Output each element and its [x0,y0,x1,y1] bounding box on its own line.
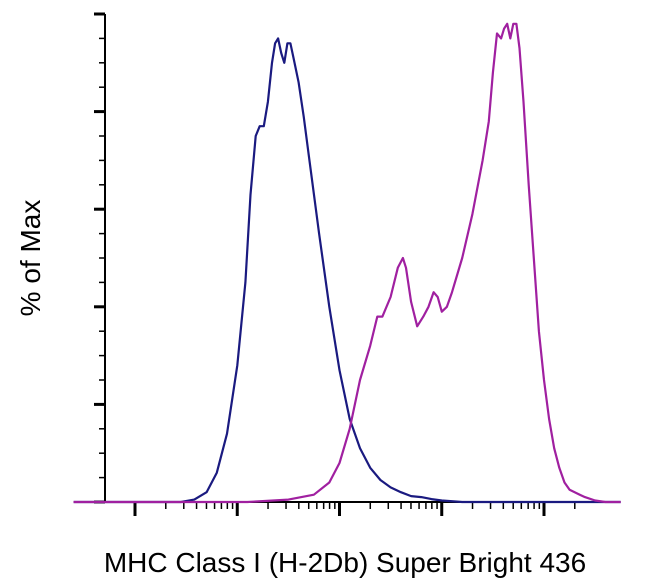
series-line-2 [73,22,621,504]
plot-area [73,12,621,516]
y-axis-ticks [94,12,105,504]
y-axis-label: % of Max [15,200,46,317]
x-axis-label: MHC Class I (H-2Db) Super Bright 436 [104,547,586,578]
x-axis-ticks [133,502,576,516]
series-line-1 [73,37,621,504]
series-layer [73,22,621,504]
